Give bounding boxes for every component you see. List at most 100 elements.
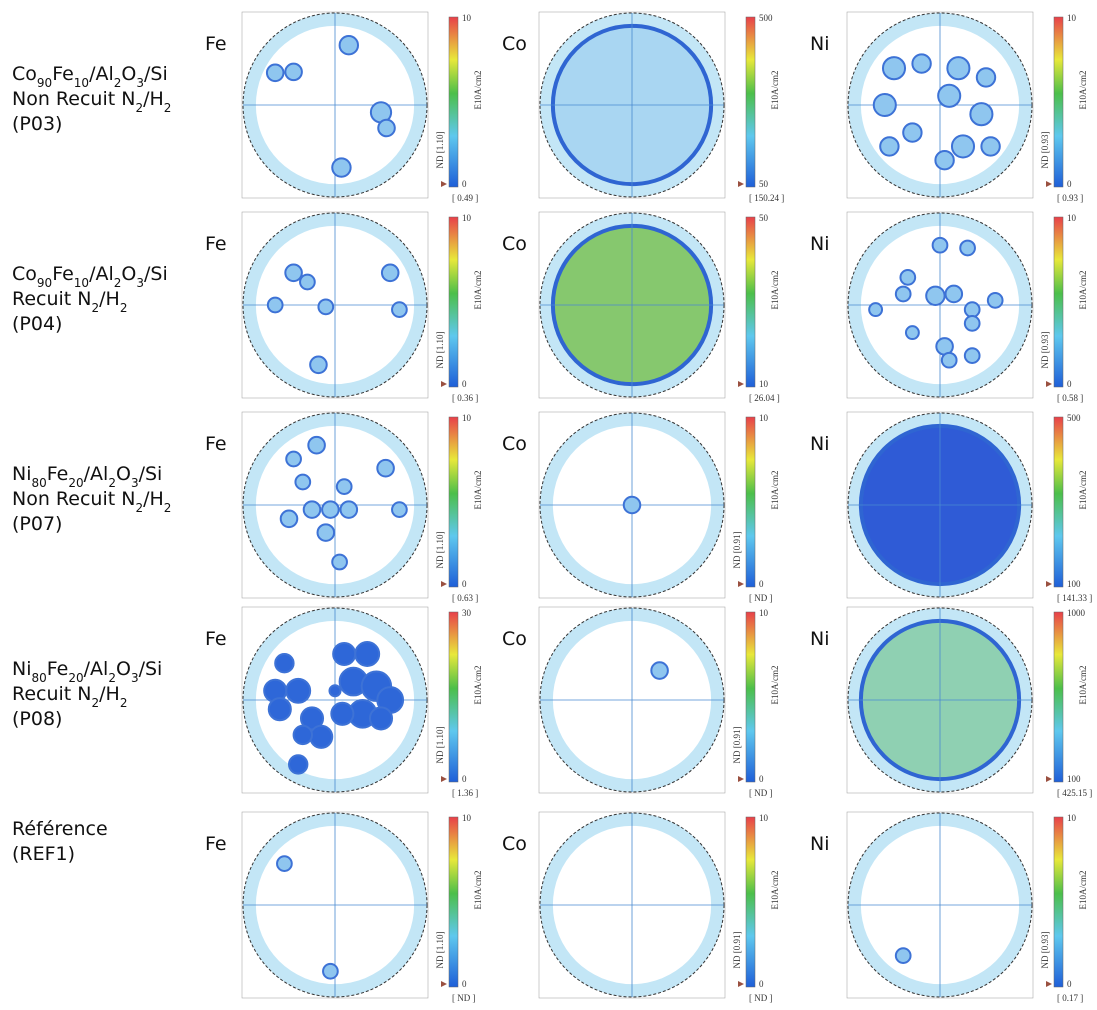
element-label: Fe (205, 628, 227, 650)
sample-label: (P04) (12, 313, 62, 335)
subscript: 2 (108, 476, 116, 490)
element-label: Co (502, 33, 527, 55)
nd-marker (738, 181, 744, 187)
colorbar-min: 0 (1067, 979, 1072, 989)
spot (963, 347, 981, 364)
colorbar-min: 0 (759, 774, 764, 784)
nd-marker (1046, 981, 1052, 987)
bottom-value: [ 0.17 ] (1057, 993, 1083, 1003)
subscript: 3 (131, 671, 139, 685)
frame (846, 411, 1034, 599)
colorbar (448, 611, 459, 783)
label-part: /H (99, 683, 120, 705)
colorbar-min: 0 (462, 579, 467, 589)
spot (391, 301, 408, 318)
label-part: /Si (139, 463, 163, 485)
colorbar (448, 416, 459, 588)
colorbar (1053, 16, 1064, 188)
colorbar (448, 16, 459, 188)
colorbar-min: 0 (462, 179, 467, 189)
label-part: /Si (144, 63, 168, 85)
spot (391, 501, 408, 518)
bottom-value: [ ND ] (749, 788, 773, 798)
sample-label: Co90Fe10/Al2O3/Si (12, 263, 168, 290)
sample-label: Ni80Fe20/Al2O3/Si (12, 463, 162, 490)
colorbar-min: 0 (1067, 379, 1072, 389)
wafer-panel: Fe 10 0 E10A/cm2 ND [1.10] [ ND ] (205, 811, 483, 1003)
colorbar-max: 500 (1067, 413, 1081, 423)
subscript: 10 (74, 276, 89, 290)
nd-marker (738, 776, 744, 782)
spot (284, 62, 303, 82)
spot (380, 263, 400, 283)
spot (902, 122, 923, 143)
spot (872, 92, 897, 118)
spot (354, 641, 381, 667)
bottom-value: [ 0.49 ] (452, 193, 478, 203)
label-part: Référence (12, 818, 108, 840)
frame (538, 211, 726, 399)
unit-label: E10A/cm2 (1078, 71, 1088, 110)
label-part: Ni (12, 658, 32, 680)
nd-marker (738, 981, 744, 987)
sample-label: Ni80Fe20/Al2O3/Si (12, 658, 162, 685)
sample-label: Référence (12, 818, 108, 840)
bottom-value: [ 26.04 ] (749, 393, 780, 403)
spot (937, 83, 962, 108)
spot (969, 102, 994, 127)
spot (276, 855, 293, 872)
label-part: Non Recuit N (12, 488, 135, 510)
label-part: Fe (47, 658, 69, 680)
subscript: 2 (92, 301, 100, 315)
element-label: Ni (810, 433, 830, 455)
frame (846, 11, 1034, 199)
frame (241, 811, 429, 999)
wafer-panel: Fe 10 0 E10A/cm2 ND [1.10] [ 0.49 ] (205, 11, 483, 203)
frame (538, 411, 726, 599)
wafer-panel: Fe 30 0 E10A/cm2 ND [1.10] [ 1.36 ] (205, 606, 483, 798)
label-part: /H (143, 88, 164, 110)
label-part: (REF1) (12, 843, 75, 865)
spot (328, 684, 342, 698)
label-part: Co (12, 263, 37, 285)
subscript: 90 (37, 76, 52, 90)
frame (846, 606, 1034, 794)
nd-label: ND [1.10] (435, 727, 445, 764)
unit-label: E10A/cm2 (1078, 471, 1088, 510)
unit-label: E10A/cm2 (1078, 271, 1088, 310)
colorbar-min: 100 (1067, 579, 1081, 589)
nd-label: ND [0.93] (1040, 332, 1050, 369)
bottom-value: [ ND ] (452, 993, 476, 1003)
spot (279, 509, 299, 529)
sample-label: Non Recuit N2/H2 (12, 488, 171, 515)
label-part: Fe (52, 63, 74, 85)
nd-marker (1046, 581, 1052, 587)
label-part: O (116, 463, 131, 485)
element-label: Ni (810, 833, 830, 855)
colorbar (1053, 816, 1064, 988)
colorbar-min: 0 (462, 774, 467, 784)
subscript: 2 (120, 301, 128, 315)
colorbar-min: 0 (759, 979, 764, 989)
colorbar-max: 1000 (1067, 608, 1086, 618)
subscript: 2 (92, 696, 100, 710)
element-label: Co (502, 233, 527, 255)
sample-label: Recuit N2/H2 (12, 683, 128, 710)
colorbar-max: 10 (462, 13, 472, 23)
frame (241, 211, 429, 399)
unit-label: E10A/cm2 (770, 471, 780, 510)
spot (267, 697, 292, 722)
colorbar-max: 30 (462, 608, 472, 618)
label-part: Fe (52, 263, 74, 285)
spot (925, 285, 946, 306)
element-label: Ni (810, 628, 830, 650)
spot (904, 325, 920, 341)
spot (274, 653, 295, 674)
label-part: /Al (89, 263, 114, 285)
nd-marker (1046, 181, 1052, 187)
spot (946, 56, 971, 81)
spot (377, 118, 396, 138)
spot (950, 134, 976, 159)
unit-label: E10A/cm2 (1078, 666, 1088, 705)
